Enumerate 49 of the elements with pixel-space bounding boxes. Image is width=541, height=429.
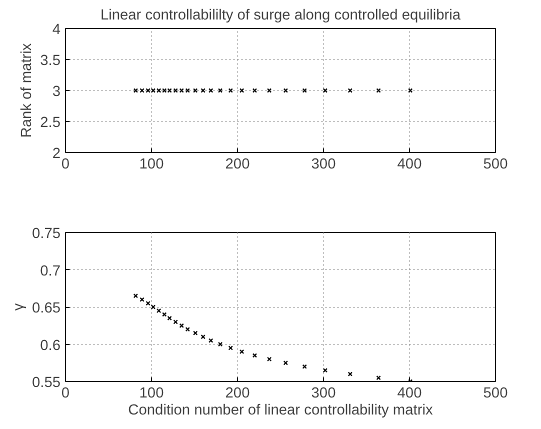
point xyxy=(140,297,144,302)
y-tick-label: 4 xyxy=(52,22,61,38)
point xyxy=(239,349,244,354)
x-tick-label: 200 xyxy=(225,156,250,172)
y-tick-label: 3.5 xyxy=(40,53,60,69)
x-tick-label: 100 xyxy=(139,156,164,172)
y-tick-label: 0.55 xyxy=(32,375,61,391)
x-tick-label: 500 xyxy=(483,156,508,172)
point xyxy=(150,304,156,310)
x-tick-label: 100 xyxy=(139,386,164,402)
point xyxy=(228,346,233,350)
point xyxy=(322,368,328,373)
point xyxy=(376,375,381,380)
y-tick-label: 3 xyxy=(52,84,61,100)
point xyxy=(218,342,223,347)
y-tick-label: 2 xyxy=(52,146,61,162)
point xyxy=(266,356,272,362)
y-axis-title: γ xyxy=(10,302,27,311)
y-tick-label: 0.75 xyxy=(32,226,61,242)
y-axis-title: Rank of matrix xyxy=(19,42,36,138)
x-tick-label: 0 xyxy=(61,386,70,402)
x-axis-title: Condition number of linear controllability matrix xyxy=(128,402,434,418)
point xyxy=(208,338,214,343)
point xyxy=(146,300,150,306)
x-tick-label: 200 xyxy=(225,386,250,402)
x-tick-label: 300 xyxy=(311,386,336,402)
point xyxy=(302,364,307,369)
point xyxy=(192,330,198,336)
x-tick-label: 500 xyxy=(483,386,508,402)
x-tick-label: 0 xyxy=(61,156,70,172)
point xyxy=(252,353,258,358)
y-tick-label: 0.7 xyxy=(40,263,60,280)
point xyxy=(133,293,138,298)
point xyxy=(283,360,288,366)
point xyxy=(162,312,167,317)
x-tick-label: 400 xyxy=(397,156,422,172)
point xyxy=(179,323,184,328)
point xyxy=(185,326,190,332)
chart-title: Linear controllabililty of surge along controlled equilibria xyxy=(100,8,462,24)
point xyxy=(173,320,178,324)
x-tick-label: 400 xyxy=(397,386,422,402)
point xyxy=(167,316,172,321)
point xyxy=(156,308,162,314)
point xyxy=(200,334,206,340)
point xyxy=(348,372,353,376)
y-tick-label: 2.5 xyxy=(40,115,60,131)
x-tick-label: 300 xyxy=(311,156,336,172)
y-tick-label: 0.6 xyxy=(40,338,60,354)
y-tick-label: 0.65 xyxy=(32,300,61,316)
